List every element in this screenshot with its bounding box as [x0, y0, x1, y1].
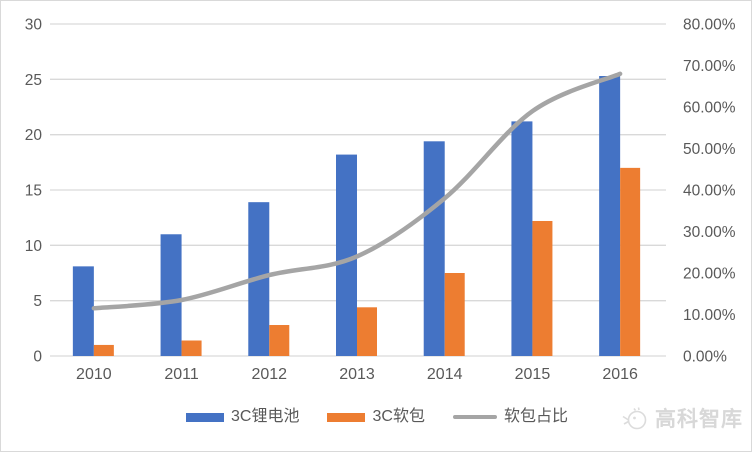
bar [160, 234, 182, 356]
x-axis-label: 2016 [602, 366, 638, 383]
x-axis-label: 2015 [515, 366, 551, 383]
y2-axis-tick-label: 40.00% [683, 183, 736, 200]
bar [511, 121, 533, 357]
x-axis-label: 2012 [251, 366, 287, 383]
bar [599, 76, 621, 356]
right-axis-labels: 0.00% 10.00% 20.00% 30.00% 40.00% 50.00% 60.00… [683, 17, 736, 366]
x-axis-label: 2010 [76, 366, 112, 383]
bar-series-0 [72, 76, 621, 357]
bar [93, 344, 114, 356]
y-axis-tick-label: 15 [25, 183, 42, 200]
y-axis-tick-label: 10 [25, 238, 43, 255]
bar [336, 154, 357, 356]
line-series [91, 71, 623, 311]
y2-axis-tick-label: 20.00% [683, 266, 736, 283]
x-axis-label: 2013 [339, 366, 375, 383]
y2-axis-tick-label: 0.00% [683, 349, 727, 366]
y-axis-tick-label: 20 [25, 127, 43, 144]
y2-axis-tick-label: 10.00% [683, 307, 736, 324]
y2-axis-tick-label: 30.00% [683, 224, 736, 241]
watermark: 高科智库 [620, 405, 743, 433]
bar [181, 340, 202, 356]
bar [532, 220, 553, 356]
bar [357, 307, 377, 356]
y-axis-tick-label: 5 [33, 293, 42, 310]
bar [423, 141, 445, 356]
watermark-text: 高科智库 [655, 407, 743, 431]
x-axis-label: 2014 [427, 366, 463, 383]
x-axis-labels: 2010 2011 2012 2013 2014 2015 2016 [76, 366, 638, 383]
bar [72, 266, 94, 356]
y2-axis-tick-label: 60.00% [683, 100, 736, 117]
bar [444, 273, 465, 356]
y2-axis-tick-label: 70.00% [683, 58, 736, 75]
gridlines [50, 23, 666, 357]
y2-axis-tick-label: 80.00% [683, 17, 736, 34]
y-axis-tick-label: 25 [25, 72, 42, 89]
y-axis-tick-label: 0 [33, 349, 42, 366]
bar [269, 325, 290, 356]
x-axis-label: 2011 [164, 366, 199, 383]
watermark-logo-icon [622, 407, 647, 430]
bar [620, 167, 641, 356]
y2-axis-tick-label: 50.00% [683, 141, 736, 158]
y-axis-tick-label: 30 [25, 17, 43, 34]
bar-series-1 [93, 167, 641, 356]
left-axis-labels: 0 5 10 15 20 25 30 [25, 17, 43, 366]
